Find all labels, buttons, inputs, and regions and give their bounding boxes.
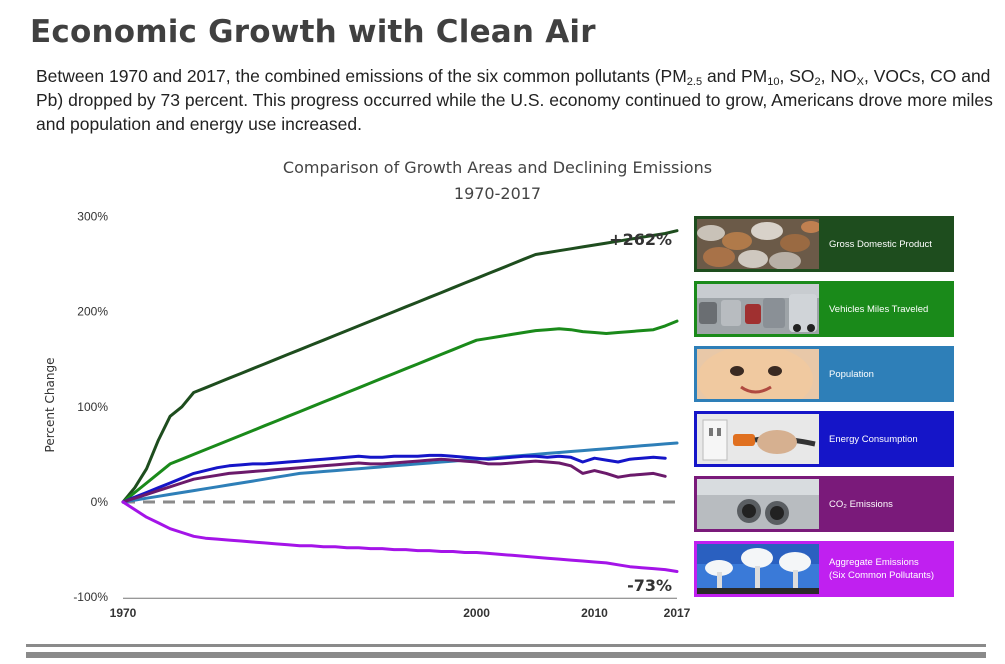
y-tick-label: 0%: [91, 495, 109, 509]
legend-population: Population: [694, 346, 954, 402]
legend-label: Aggregate Emissions (Six Common Pollutan…: [829, 541, 934, 597]
legend-label: Population: [829, 368, 874, 380]
y-tick-label: 100%: [77, 400, 108, 414]
legend-label: Gross Domestic Product: [829, 238, 932, 250]
intro-paragraph: Between 1970 and 2017, the combined emis…: [36, 64, 996, 136]
series-line: [121, 229, 679, 504]
intro-sub-so2: 2: [814, 76, 821, 88]
y-tick-label: 200%: [77, 305, 108, 319]
x-tick-label: 1970: [110, 606, 137, 620]
intro-sub-nox: X: [856, 76, 864, 88]
chart-title: Comparison of Growth Areas and Declining…: [282, 158, 713, 177]
legend-aggregate: Aggregate Emissions (Six Common Pollutan…: [694, 541, 954, 597]
intro-sub-pm10: 10: [767, 76, 780, 88]
exhaust-photo-icon: [697, 479, 819, 529]
y-tick-label: 300%: [77, 209, 108, 223]
baby-photo-icon: [697, 349, 819, 399]
legend-label: CO₂ Emissions: [829, 498, 893, 510]
intro-text-1: Between 1970 and 2017, the combined emis…: [36, 66, 687, 86]
series-line: [121, 319, 679, 504]
annotation-emissions-decline: -73%: [627, 576, 672, 595]
x-tick-label: 2010: [581, 606, 608, 620]
legend-label-line2: (Six Common Pollutants): [829, 570, 935, 581]
coins-photo-icon: [697, 219, 819, 269]
chart-subtitle: 1970-2017: [453, 184, 542, 203]
footer-rule-top: [26, 644, 986, 647]
legend-energy: Energy Consumption: [694, 411, 954, 467]
intro-text-3: , SO: [779, 66, 815, 86]
traffic-photo-icon: [697, 284, 819, 334]
legend-vmt: Vehicles Miles Traveled: [694, 281, 954, 337]
smokestack-photo-icon: [697, 544, 819, 594]
series-line: [121, 500, 679, 573]
y-axis-title: Percent Change: [43, 358, 57, 453]
intro-text-5: , VOCs, CO and Pb) dropped by 73 percent…: [36, 66, 993, 134]
footer-rule-bottom: [26, 652, 986, 658]
series-line: [121, 453, 667, 504]
page-title: Economic Growth with Clean Air: [30, 14, 596, 50]
legend-co2: CO₂ Emissions: [694, 476, 954, 532]
intro-text-2: and PM: [702, 66, 768, 86]
legend-label: Energy Consumption: [829, 433, 918, 445]
intro-text-4: , NO: [820, 66, 857, 86]
x-tick-label: 2017: [664, 606, 691, 620]
legend-gdp: Gross Domestic Product: [694, 216, 954, 272]
plug-photo-icon: [697, 414, 819, 464]
y-tick-label: -100%: [73, 590, 108, 604]
x-tick-label: 2000: [463, 606, 490, 620]
series-line: [121, 457, 667, 504]
annotation-gdp-growth: +262%: [609, 230, 672, 249]
legend-label: Vehicles Miles Traveled: [829, 303, 929, 315]
intro-sub-pm25: 2.5: [686, 76, 703, 88]
series-line: [121, 441, 679, 504]
legend-label-line1: Aggregate Emissions: [829, 557, 919, 568]
